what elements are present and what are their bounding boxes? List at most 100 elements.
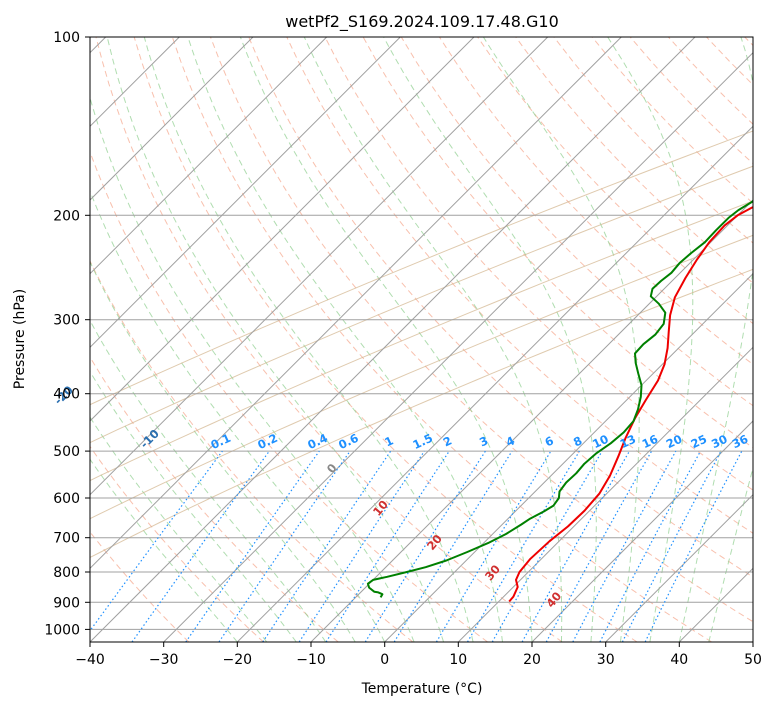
y-tick-label: 400: [53, 387, 80, 403]
temperature-profile-line: [508, 206, 753, 603]
isotherm-line: [457, 346, 753, 642]
moist-adiabat-line: [90, 458, 238, 642]
frost-line: [90, 234, 753, 520]
mixing-ratio-line: [644, 450, 743, 642]
moist-adiabat-line: [708, 466, 753, 642]
frost-line: [90, 200, 753, 482]
in-plot-labels: 0.10.20.40.611.52346810131620253036-100-…: [51, 383, 750, 610]
dry-adiabat-line: [210, 37, 753, 623]
mixing-ratio-label: 0.4: [305, 431, 329, 452]
y-tick-label: 1000: [44, 622, 80, 638]
y-axis-title: Pressure (hPa): [12, 289, 28, 389]
dry-adiabat-line: [248, 37, 753, 578]
moist-adiabat-line: [106, 37, 445, 642]
isotherm-line: [531, 420, 753, 642]
moist-adiabat-line: [607, 37, 694, 642]
dry-adiabat-line: [515, 37, 753, 284]
mixing-ratio-label: 8: [571, 433, 584, 449]
y-tick-label: 600: [53, 491, 80, 507]
moist-adiabat-line: [239, 37, 533, 642]
mixing-ratio-line: [325, 450, 450, 642]
isotherm-line: [90, 37, 254, 201]
mixing-ratio-label: 16: [640, 432, 660, 451]
x-tick-label: −10: [296, 652, 326, 668]
x-axis-title: Temperature (°C): [361, 681, 483, 697]
dry-adiabat-line: [706, 37, 753, 86]
mixing-ratio-label: 10: [590, 432, 610, 451]
moist-adiabat-label: 30: [482, 562, 503, 583]
moist-adiabat-line: [678, 37, 753, 642]
moist-adiabat-line: [383, 37, 597, 642]
x-tick-label: 0: [380, 652, 389, 668]
chart-title: wetPf2_S169.2024.109.17.48.G10: [285, 12, 559, 32]
dry-adiabat-line: [744, 37, 753, 47]
x-tick-label: 40: [670, 652, 688, 668]
y-tick-label: 500: [53, 444, 80, 460]
isotherm-line: [678, 567, 753, 642]
mixing-ratio-label: 36: [730, 432, 750, 451]
mixing-ratio-line: [393, 450, 513, 642]
x-tick-label: −30: [149, 652, 179, 668]
dry-adiabat-line: [668, 37, 753, 125]
mixing-ratio-line: [466, 450, 580, 642]
mixing-ratio-label: 25: [689, 432, 709, 451]
moist-adiabat-line: [90, 416, 268, 642]
y-tick-label: 300: [53, 313, 80, 329]
dewpoint-profile-line: [366, 199, 753, 598]
mixing-ratio-label: 20: [664, 432, 684, 451]
x-tick-label: 30: [597, 652, 615, 668]
mixing-ratio-label: 3: [477, 433, 490, 449]
moist-adiabat-line: [90, 319, 327, 642]
moist-adiabat-line: [482, 37, 640, 642]
mixing-ratio-label: 6: [543, 433, 556, 449]
moist-adiabat-line: [90, 260, 356, 642]
mixing-ratio-label: 0.1: [209, 431, 233, 452]
y-tick-label: 900: [53, 595, 80, 611]
mixing-ratio-line: [90, 450, 223, 632]
dry-adiabat-line: [171, 37, 712, 642]
y-tick-label: 100: [53, 30, 80, 46]
dry-adiabat-line: [286, 37, 753, 534]
mixing-ratio-line: [599, 450, 702, 642]
moist-adiabat-line: [187, 37, 503, 642]
isotherm-line: [605, 493, 753, 642]
y-tick-label: 700: [53, 531, 80, 547]
y-tick-label: 200: [53, 208, 80, 224]
x-tick-label: 50: [744, 652, 762, 668]
dry-adiabat-line: [95, 37, 563, 642]
plot-frame: [89, 36, 754, 643]
mixing-ratio-line: [364, 450, 486, 642]
mixing-ratio-label: 1: [382, 433, 395, 449]
dry-adiabat-line: [90, 259, 414, 642]
data-lines: [366, 199, 753, 603]
y-tick-label: 800: [53, 565, 80, 581]
mixing-ratio-line: [298, 450, 425, 642]
mixing-ratio-line: [572, 450, 677, 642]
mixing-ratio-line: [218, 450, 351, 642]
x-tick-label: 20: [523, 652, 541, 668]
x-tick-label: −20: [223, 652, 253, 668]
isotherm-line: [90, 37, 622, 570]
isotherm-line: [90, 37, 328, 275]
isotherm-line: [90, 37, 401, 349]
x-axis: −40 −30 −20 −10 0 10 20 30 40 50: [75, 642, 762, 668]
frost-line: [90, 268, 753, 559]
x-tick-label: 10: [449, 652, 467, 668]
mixing-ratio-line: [262, 450, 392, 642]
dry-adiabat-label: -10: [137, 426, 162, 451]
moist-adiabat-line: [303, 37, 563, 642]
isotherm-line: [310, 199, 753, 642]
moist-adiabat-label: 10: [370, 497, 391, 518]
moist-adiabat-line: [90, 370, 297, 642]
moist-adiabat-line: [90, 189, 386, 642]
isotherm-line: [384, 272, 753, 642]
dry-adiabat-line: [90, 150, 488, 642]
mixing-ratio-label: 13: [618, 432, 638, 451]
dry-adiabat-line: [591, 37, 753, 204]
mixing-ratio-line: [185, 450, 320, 642]
isotherm-line: [90, 37, 475, 422]
mixing-ratio-label: 30: [709, 432, 729, 451]
moist-adiabat-label: 0: [324, 461, 340, 476]
frost-line: [90, 130, 753, 406]
